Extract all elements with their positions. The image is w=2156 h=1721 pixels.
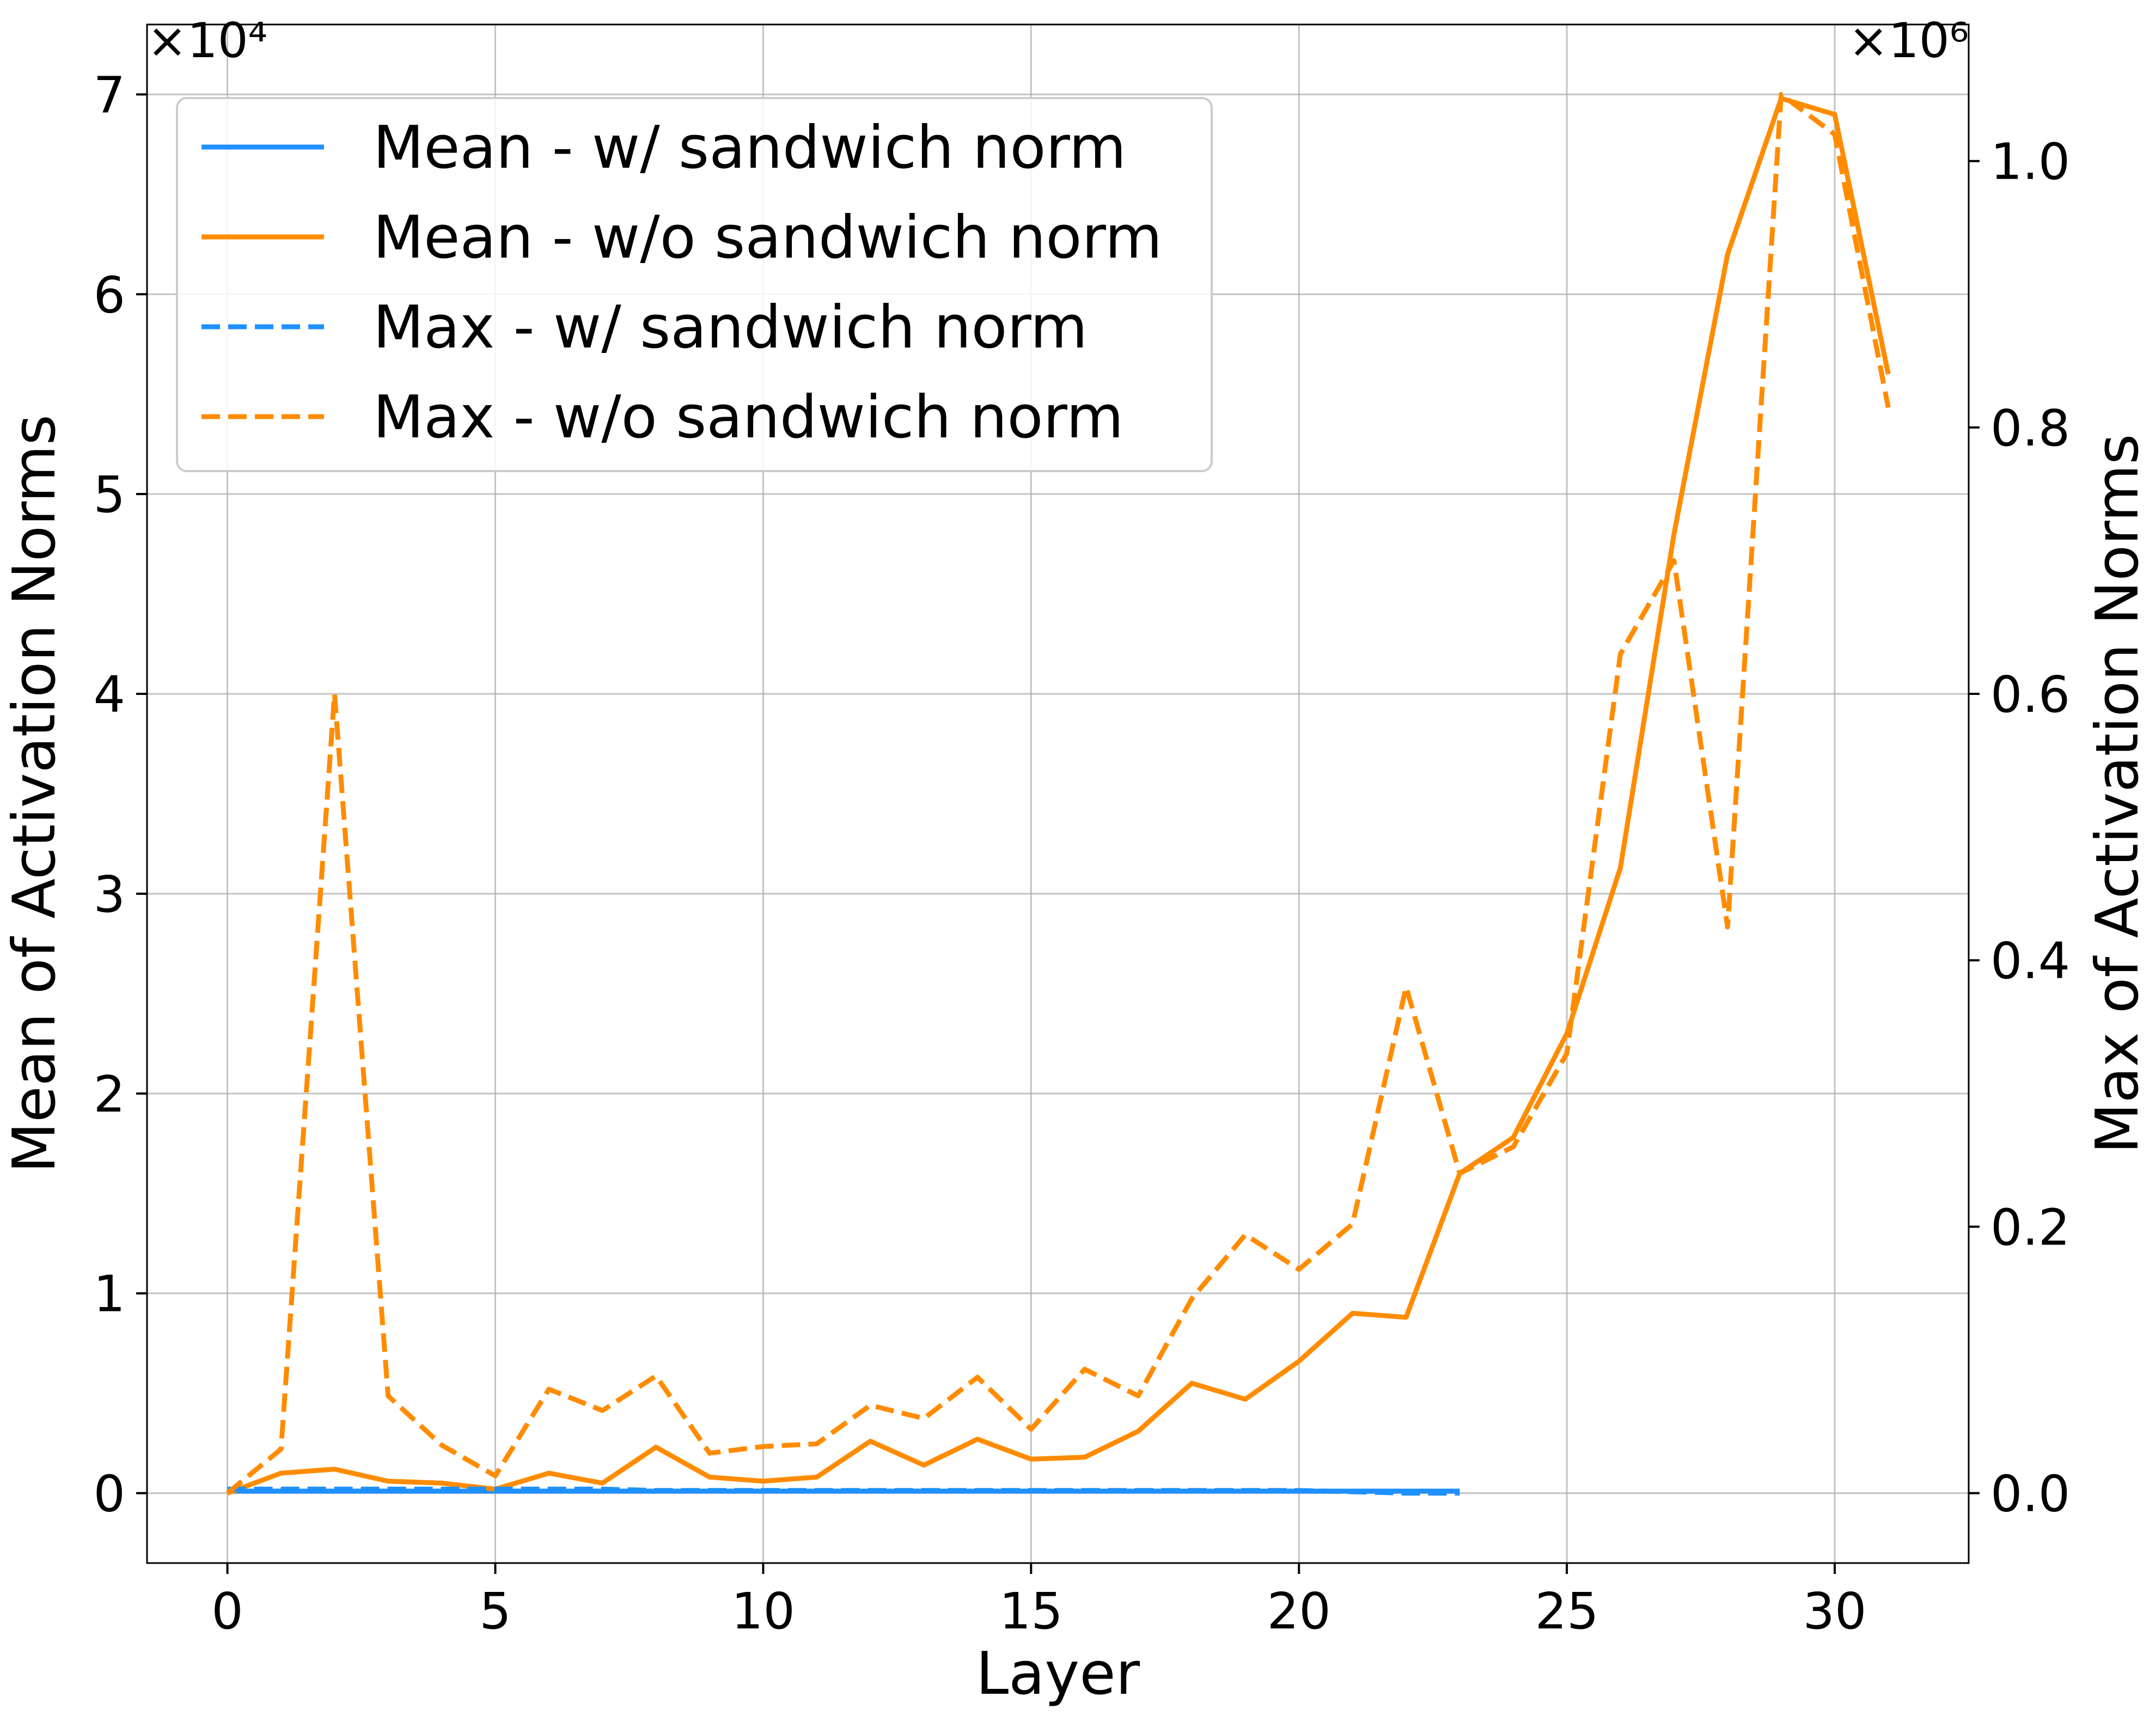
x-tick-label: 25 <box>1535 1582 1599 1640</box>
left-tick-label: 2 <box>93 1065 125 1124</box>
legend-label: Max - w/o sandwich norm <box>373 383 1123 451</box>
x-tick-label: 0 <box>211 1582 243 1640</box>
left-tick-label: 5 <box>93 466 125 524</box>
series-line-3 <box>227 1486 1460 1496</box>
x-axis-label: Layer <box>976 1640 1140 1708</box>
x-tick-label: 20 <box>1267 1582 1331 1640</box>
left-tick-label: 0 <box>93 1465 125 1523</box>
legend-box <box>176 97 1213 472</box>
left-tick-label: 1 <box>93 1265 125 1323</box>
left-axis-label: Mean of Activation Norms <box>1 414 69 1173</box>
plot-frame <box>146 23 1970 1564</box>
right-tick-label: 0.8 <box>1990 399 2070 457</box>
left-tick-label: 6 <box>93 266 125 324</box>
right-tick-label: 0.0 <box>1990 1465 2070 1523</box>
legend: Mean - w/ sandwich norm Mean - w/o sandwi… <box>176 97 1213 472</box>
series-line-4 <box>225 91 1891 1496</box>
legend-label: Mean - w/ sandwich norm <box>373 114 1126 182</box>
right-tick-label: 0.4 <box>1990 932 2070 990</box>
x-axis-ticks: 0 5 10 15 20 25 30 <box>211 1563 1867 1640</box>
series-lines <box>225 91 1891 1496</box>
left-tick-label: 7 <box>93 66 125 124</box>
x-tick-label: 5 <box>479 1582 511 1640</box>
series-line-2 <box>227 96 1891 1496</box>
left-axis-ticks: 0 1 2 3 4 5 6 7 <box>93 66 147 1523</box>
left-tick-label: 3 <box>93 865 125 924</box>
left-tick-label: 4 <box>93 666 125 724</box>
right-axis-multiplier: ×10⁶ <box>1848 13 1969 69</box>
left-axis-multiplier: ×10⁴ <box>147 13 267 69</box>
x-tick-label: 30 <box>1803 1582 1867 1640</box>
legend-label: Mean - w/o sandwich norm <box>373 204 1162 272</box>
legend-label: Max - w/ sandwich norm <box>373 294 1088 362</box>
right-tick-label: 0.6 <box>1990 666 2070 724</box>
right-tick-label: 0.2 <box>1990 1198 2070 1256</box>
x-tick-label: 10 <box>731 1582 795 1640</box>
right-axis-label: Max of Activation Norms <box>2084 434 2152 1154</box>
right-tick-label: 1.0 <box>1990 133 2070 191</box>
right-axis-ticks: 0.0 0.2 0.4 0.6 0.8 1.0 <box>1969 133 2070 1523</box>
x-tick-label: 15 <box>999 1582 1063 1640</box>
